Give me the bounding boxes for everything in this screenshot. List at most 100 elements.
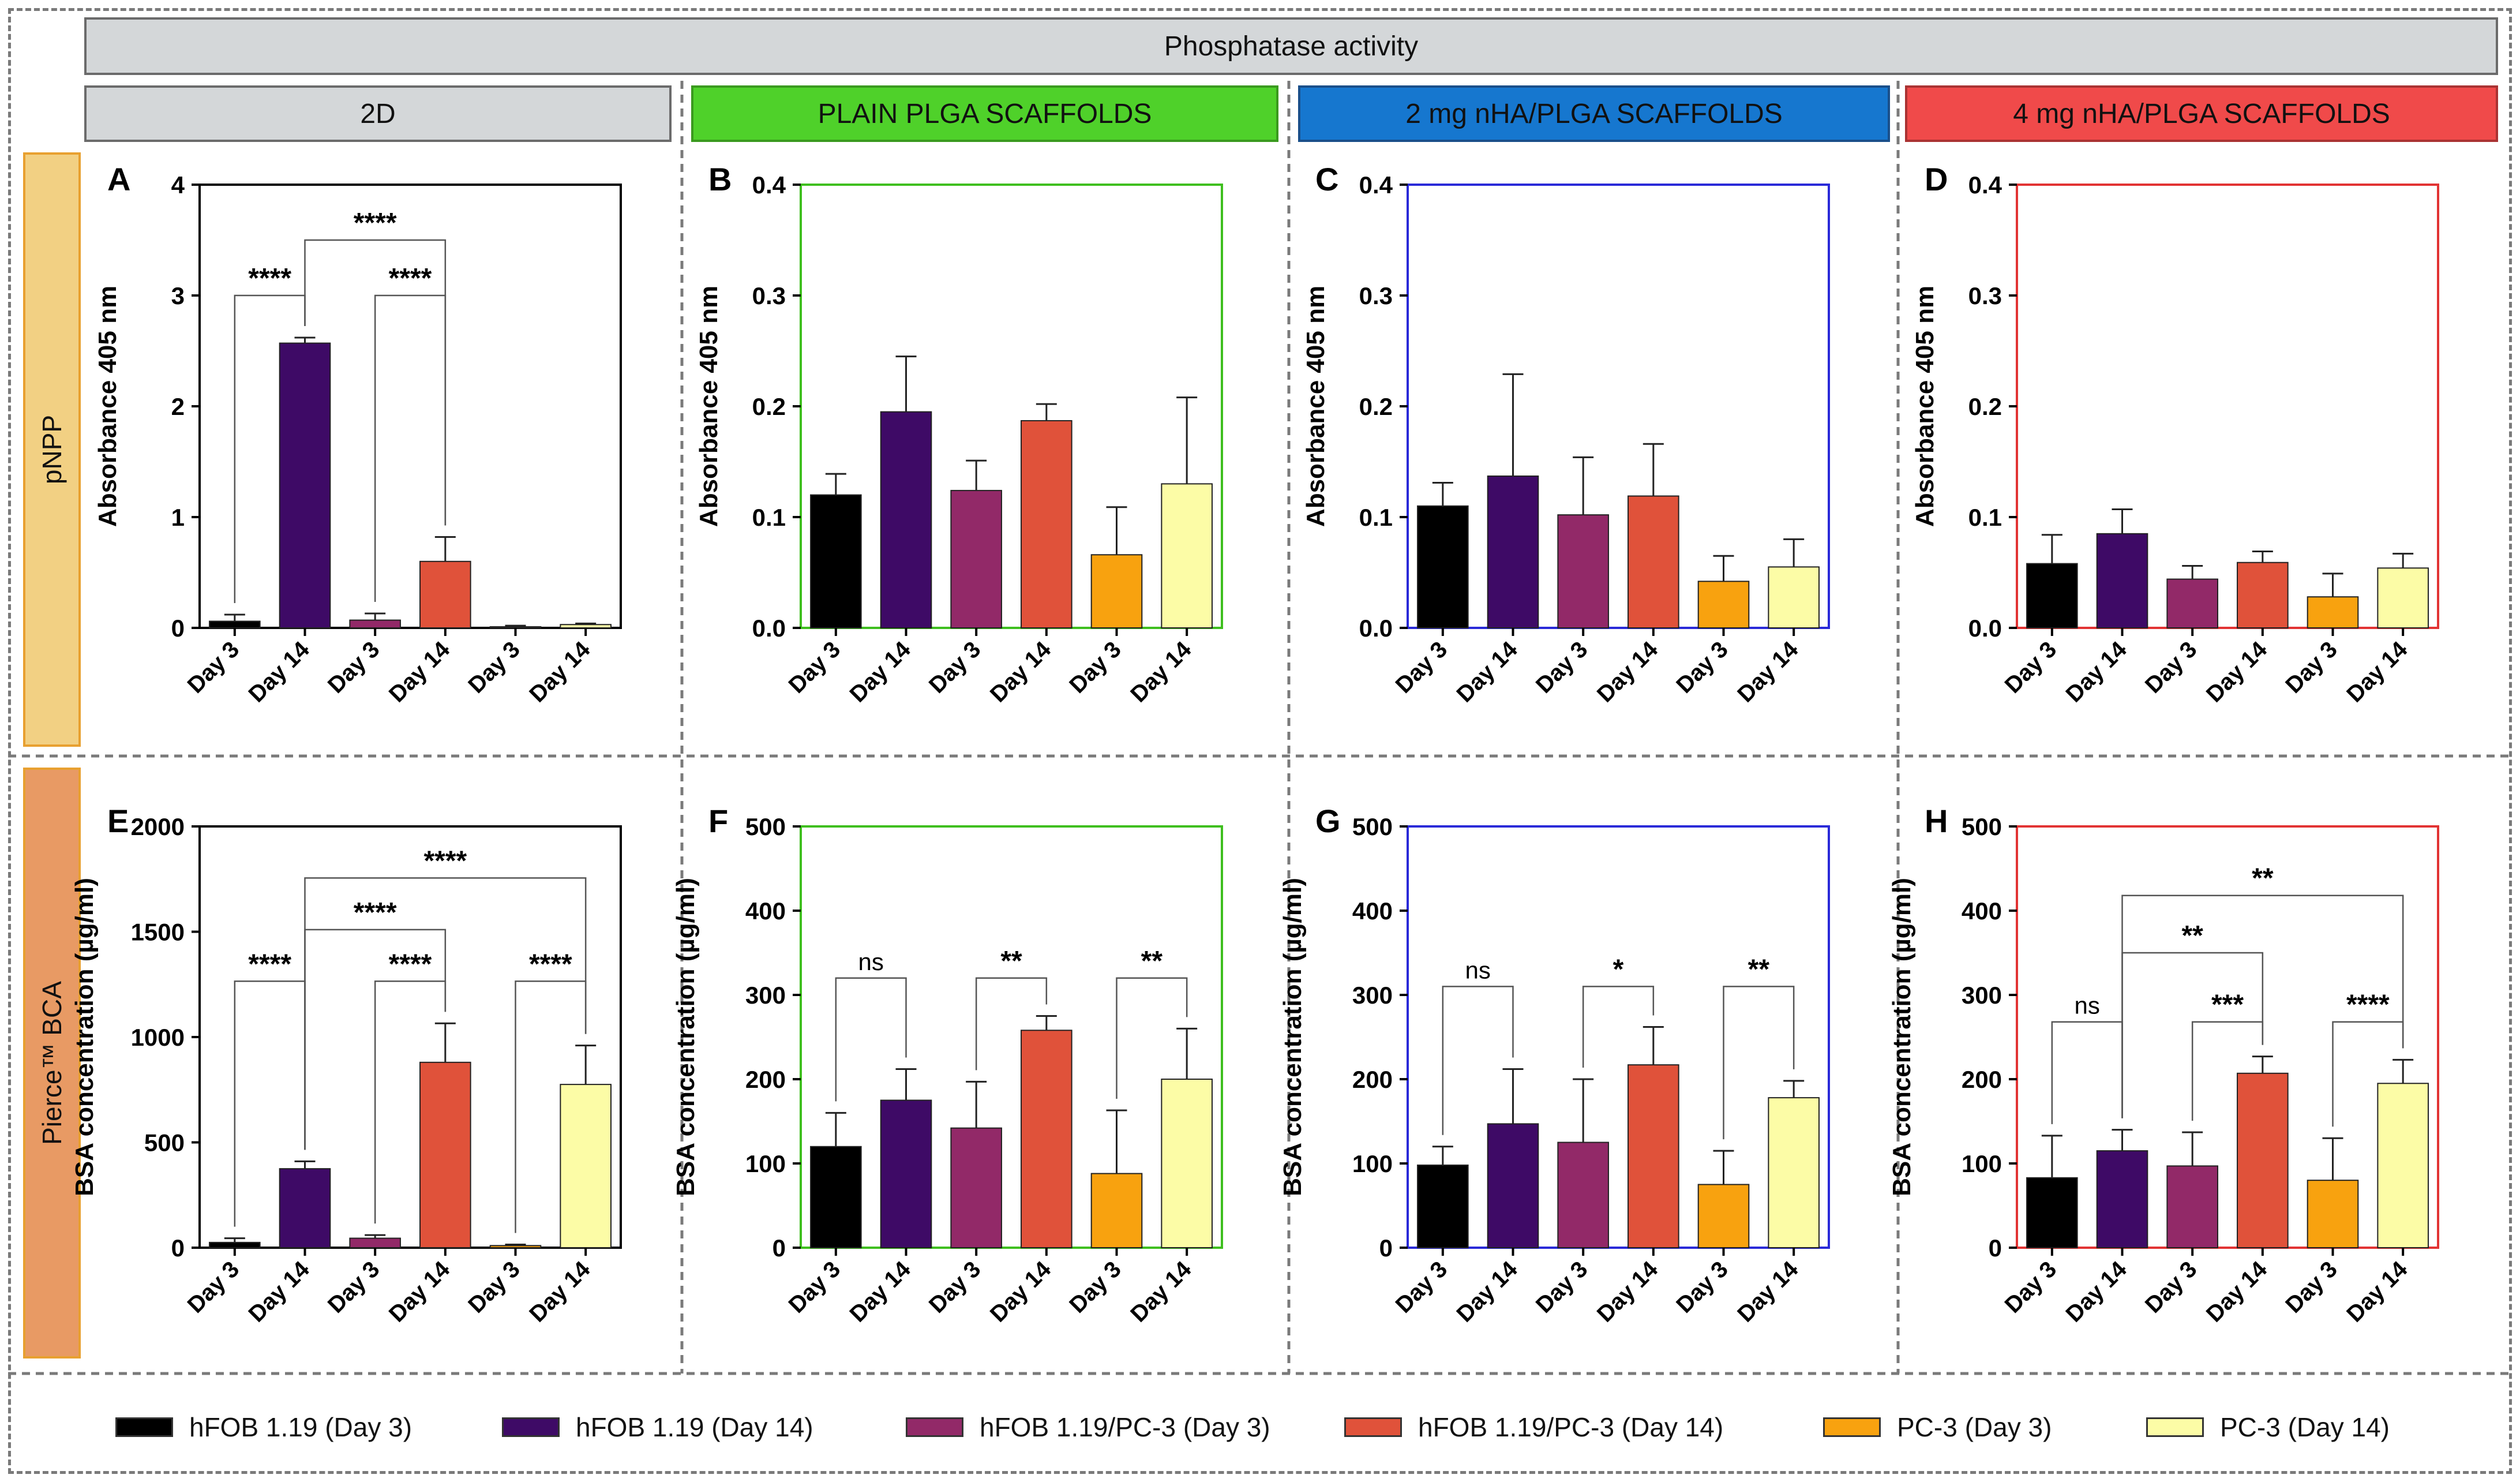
plot-frame-b <box>800 184 1223 629</box>
bar-g-5 <box>1768 1097 1820 1248</box>
y-tick-label: 0.3 <box>1968 282 2002 309</box>
x-tick-label: Day 14 <box>845 1256 916 1327</box>
y-tick-label: 0 <box>1989 1234 2002 1262</box>
bar-g-1 <box>1487 1123 1539 1248</box>
bar-e-3 <box>419 1061 471 1249</box>
x-tick-label: Day 14 <box>524 1256 595 1327</box>
legend-swatch <box>1823 1417 1881 1437</box>
y-tick-label: 0.4 <box>1968 171 2002 199</box>
x-tick-label: Day 3 <box>2281 637 2342 698</box>
significance-label: ns <box>858 948 883 975</box>
x-tick-label: Day 3 <box>1064 637 1126 698</box>
legend-swatch <box>1344 1417 1402 1437</box>
significance-label: **** <box>354 208 397 238</box>
x-tick-label: Day 3 <box>183 637 245 698</box>
panel-letter-b: B <box>708 161 732 197</box>
y-axis-label-b: Absorbance 405 nm <box>695 286 723 527</box>
y-tick-label: 0 <box>171 1234 185 1262</box>
significance-label: ** <box>1000 946 1022 976</box>
x-tick-label: Day 3 <box>784 637 846 698</box>
plot-frame-e <box>198 825 622 1249</box>
bar-a-1 <box>279 342 331 628</box>
bar-f-0 <box>810 1146 862 1249</box>
x-tick-label: Day 3 <box>2281 1256 2342 1318</box>
x-tick-label: Day 14 <box>244 1256 315 1327</box>
y-tick-label: 100 <box>1352 1150 1393 1177</box>
bar-d-0 <box>2026 563 2078 629</box>
y-tick-label: 500 <box>1962 813 2002 840</box>
panel-letter-e: E <box>107 803 129 839</box>
significance-bracket <box>1723 986 1795 1140</box>
y-tick-label: 0.1 <box>1359 504 1393 531</box>
x-tick-label: Day 14 <box>2061 1256 2132 1327</box>
significance-label: ** <box>2181 920 2203 951</box>
bar-f-4 <box>1090 1173 1143 1249</box>
bar-a-0 <box>209 620 261 628</box>
legend-label: PC-3 (Day 14) <box>2220 1412 2390 1442</box>
y-axis-label-a: Absorbance 405 nm <box>93 286 122 527</box>
x-tick-label: Day 3 <box>2140 1256 2202 1318</box>
x-tick-label: Day 3 <box>323 637 385 698</box>
x-tick-label: Day 14 <box>524 637 595 708</box>
y-tick-label: 400 <box>1962 897 2002 925</box>
bar-b-2 <box>950 489 1002 628</box>
bar-a-3 <box>419 560 471 628</box>
column-header-2d: 2D <box>84 85 672 142</box>
y-tick-label: 200 <box>1352 1066 1393 1093</box>
legend-item: PC-3 (Day 14) <box>2146 1412 2390 1443</box>
x-tick-label: Day 14 <box>1126 1256 1197 1327</box>
plot-frame-c <box>1407 184 1830 629</box>
y-tick-label: 500 <box>144 1129 185 1157</box>
bar-h-1 <box>2096 1150 2148 1248</box>
x-tick-label: Day 14 <box>2202 1256 2272 1327</box>
bar-e-1 <box>279 1168 331 1248</box>
bar-e-0 <box>209 1241 261 1248</box>
plot-frame-f <box>800 825 1223 1249</box>
figure-frame <box>8 8 2512 1474</box>
y-tick-label: 100 <box>1962 1150 2002 1177</box>
y-tick-label: 0.4 <box>752 171 786 199</box>
x-tick-label: Day 3 <box>183 1256 245 1318</box>
bar-f-3 <box>1021 1030 1072 1248</box>
y-tick-label: 0.3 <box>1359 282 1393 309</box>
significance-label: **** <box>248 263 291 294</box>
plot-frame-a <box>198 184 622 629</box>
legend-item: PC-3 (Day 3) <box>1823 1412 2052 1443</box>
x-tick-label: Day 3 <box>2000 637 2062 698</box>
bar-d-3 <box>2237 562 2289 628</box>
x-tick-label: Day 14 <box>1452 637 1523 708</box>
x-tick-label: Day 3 <box>1671 637 1733 698</box>
legend-item: hFOB 1.19/PC-3 (Day 3) <box>906 1412 1270 1443</box>
x-tick-label: Day 3 <box>924 1256 986 1318</box>
y-tick-label: 0 <box>171 615 185 642</box>
header-title: Phosphatase activity <box>84 17 2498 75</box>
bar-a-5 <box>560 624 612 628</box>
bar-b-0 <box>810 494 862 628</box>
bar-b-3 <box>1021 420 1072 629</box>
plot-frame-g <box>1407 825 1830 1249</box>
x-tick-label: Day 3 <box>1671 1256 1733 1318</box>
significance-label: **** <box>2346 990 2390 1020</box>
x-tick-label: Day 3 <box>1064 1256 1126 1318</box>
x-tick-label: Day 14 <box>244 637 315 708</box>
y-tick-label: 0.1 <box>1968 504 2002 531</box>
y-tick-label: 200 <box>745 1066 786 1093</box>
y-axis-label-f: BSA concentration (µg/ml) <box>672 878 700 1196</box>
y-tick-label: 0.2 <box>752 393 786 420</box>
bar-h-3 <box>2237 1072 2289 1249</box>
x-tick-label: Day 3 <box>1391 1256 1453 1318</box>
x-tick-label: Day 14 <box>2061 637 2132 708</box>
x-tick-label: Day 3 <box>463 1256 525 1318</box>
x-tick-label: Day 14 <box>1732 1256 1803 1327</box>
y-tick-label: 0.0 <box>752 615 786 642</box>
significance-label: ns <box>2074 992 2099 1019</box>
bar-c-5 <box>1768 566 1820 629</box>
x-tick-label: Day 14 <box>1452 1256 1523 1327</box>
y-tick-label: 300 <box>745 982 786 1009</box>
bar-e-5 <box>560 1084 612 1248</box>
y-tick-label: 0.3 <box>752 282 786 309</box>
bar-b-1 <box>880 411 932 628</box>
significance-bracket <box>304 877 587 1150</box>
y-tick-label: 0.2 <box>1968 393 2002 420</box>
legend-label: hFOB 1.19 (Day 3) <box>189 1412 412 1442</box>
